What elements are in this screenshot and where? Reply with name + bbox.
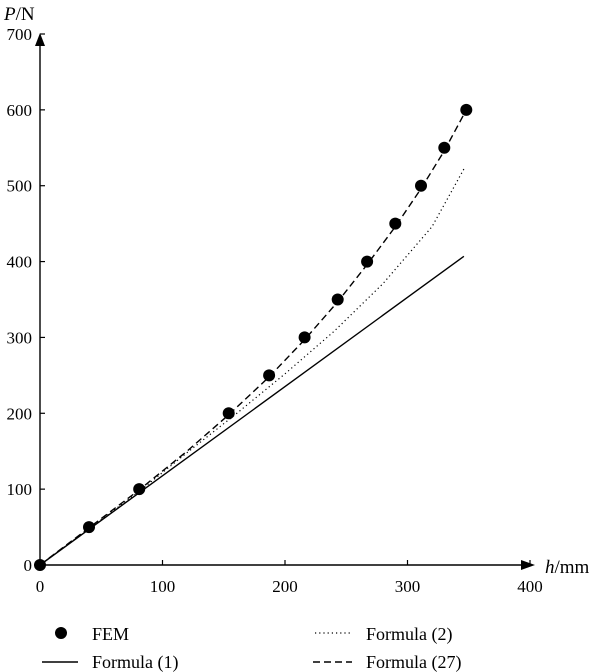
fem-point [83, 521, 95, 534]
x-axis-arrow [521, 560, 535, 570]
fem-point [460, 103, 473, 116]
y-axis-label-var: P [3, 4, 16, 25]
fem-point [331, 293, 344, 306]
fem-point [34, 559, 46, 571]
legend-item-formula-27: Formula (27) [313, 652, 461, 672]
series-layer [34, 103, 473, 571]
x-tick-label: 300 [395, 577, 421, 596]
y-tick-label: 200 [7, 404, 33, 423]
legend-item-formula-1: Formula (1) [42, 652, 178, 672]
y-tick-label: 600 [7, 101, 33, 120]
legend-formula-2-label: Formula (2) [366, 624, 452, 645]
legend-formula-27-label: Formula (27) [366, 652, 461, 672]
y-axis-arrow [35, 33, 45, 46]
y-tick-label: 400 [7, 253, 33, 272]
legend-fem-label: FEM [92, 624, 129, 644]
x-tick-label: 400 [517, 577, 543, 596]
x-axis-label-var: h [545, 557, 555, 578]
ticks: 0 100 200 300 400 0 100 200 300 400 500 600 700 [7, 25, 543, 596]
fem-point [263, 369, 276, 382]
fem-point [222, 407, 235, 420]
legend-fem-marker [55, 627, 67, 639]
y-axis-label-unit: /N [16, 4, 35, 25]
fem-point [438, 141, 451, 154]
fem-point [361, 255, 374, 268]
y-tick-label: 0 [24, 556, 33, 575]
legend-item-fem: FEM [55, 624, 129, 644]
y-axis-label: P/N [3, 4, 35, 25]
x-tick-label: 200 [272, 577, 298, 596]
legend-item-formula-2: Formula (2) [315, 624, 452, 645]
legend-formula-1-label: Formula (1) [92, 652, 178, 672]
y-tick-label: 500 [7, 177, 33, 196]
legend: FEM Formula (1) Formula (2) Formula (27) [42, 624, 461, 672]
fem-point [133, 483, 146, 496]
fem-point [298, 331, 311, 344]
fem-point [415, 179, 427, 192]
y-tick-label: 100 [7, 480, 33, 499]
y-tick-label: 700 [7, 25, 33, 44]
series-line-formula-2 [39, 168, 465, 566]
x-axis-label-unit: /mm [555, 557, 590, 578]
series-line-formula-1 [39, 255, 465, 566]
x-tick-label: 0 [36, 577, 45, 596]
fem-point [389, 217, 402, 230]
axes [35, 33, 535, 570]
x-tick-label: 100 [150, 577, 176, 596]
series-line-formula-27 [39, 109, 467, 566]
x-axis-label: h/mm [545, 557, 590, 578]
y-tick-label: 300 [7, 328, 33, 347]
